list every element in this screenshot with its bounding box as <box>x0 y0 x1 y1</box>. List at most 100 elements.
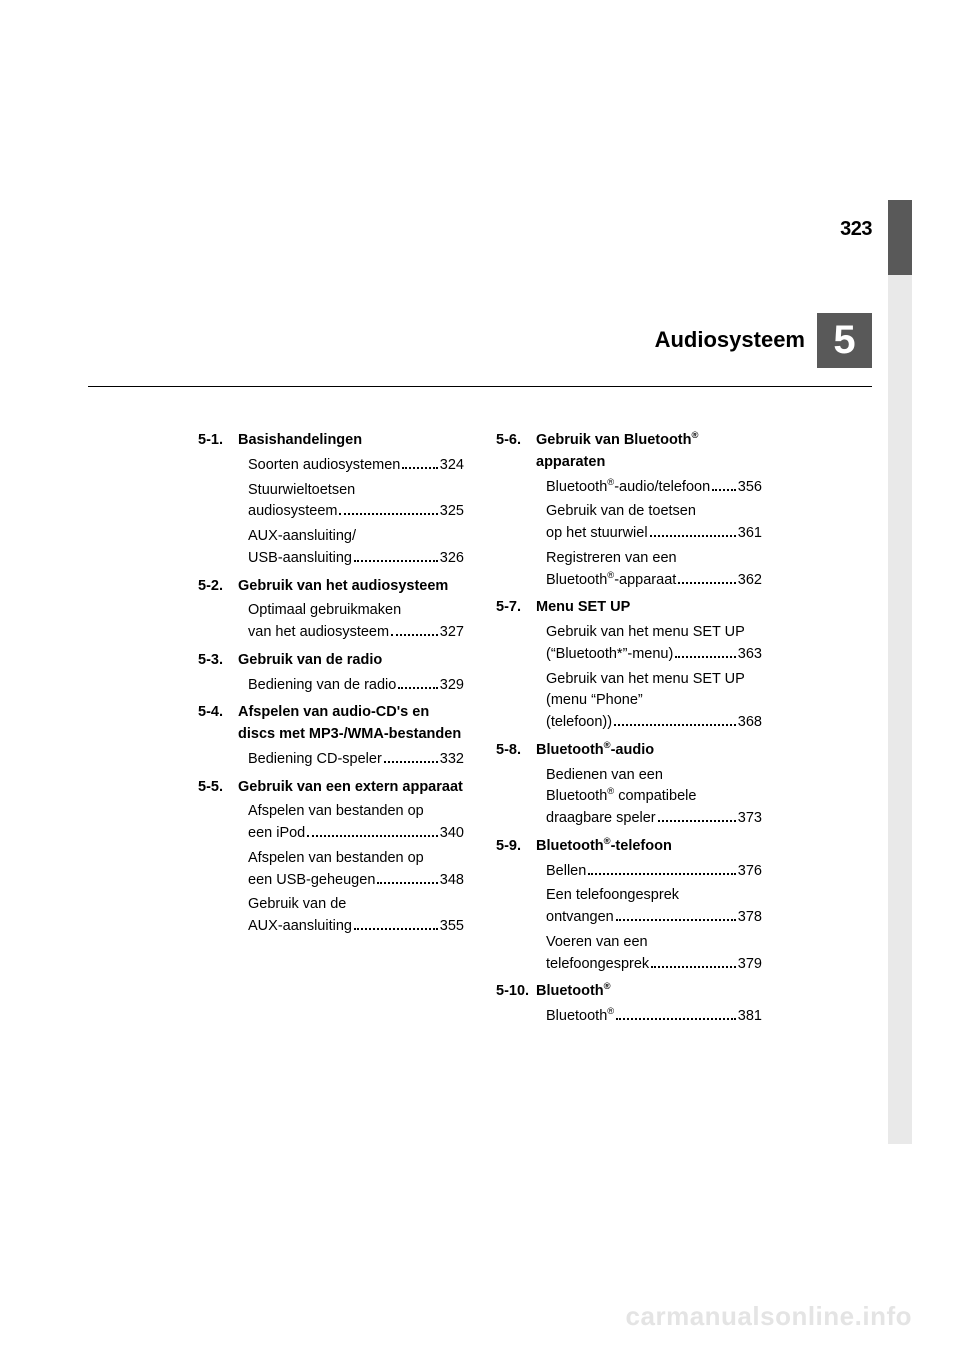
entry-last-line: Soorten audiosystemen324 <box>238 455 464 477</box>
section-title: Gebruik van Bluetooth® apparaten <box>536 430 762 474</box>
entry-line: Afspelen van bestanden op <box>238 801 464 823</box>
section-heading: 5-8.Bluetooth®-audio <box>496 740 762 762</box>
section-title: Afspelen van audio-CD's en discs met MP3… <box>238 702 464 746</box>
entry-line: Gebruik van de <box>238 894 464 916</box>
leader-dots <box>384 753 438 763</box>
toc-entry: Afspelen van bestanden opeen USB-geheuge… <box>238 848 464 892</box>
entry-last-line: (telefoon))368 <box>536 712 762 734</box>
toc-entry: Een telefoongesprekontvangen378 <box>536 885 762 929</box>
toc-entry: Gebruik van deAUX-aansluiting 355 <box>238 894 464 938</box>
toc-entry: Bediening van de radio329 <box>238 675 464 697</box>
leader-dots <box>391 626 438 636</box>
toc-entry: Registreren van eenBluetooth®-apparaat36… <box>536 548 762 592</box>
leader-dots <box>354 920 438 930</box>
toc-entry: Soorten audiosystemen324 <box>238 455 464 477</box>
toc-section: 5-7.Menu SET UP Gebruik van het menu SET … <box>496 597 762 734</box>
header-divider <box>88 386 872 387</box>
entry-line: Optimaal gebruikmaken <box>238 600 464 622</box>
leader-dots <box>675 648 735 658</box>
section-number: 5-2. <box>198 576 238 598</box>
entry-last-line: (“Bluetooth*”-menu)363 <box>536 644 762 666</box>
entry-last-line: draagbare speler373 <box>536 808 762 830</box>
entry-text: (“Bluetooth*”-menu) <box>546 644 673 666</box>
toc-entry: AUX-aansluiting/USB-aansluiting326 <box>238 526 464 570</box>
section-number: 5-1. <box>198 430 238 452</box>
toc-section: 5-2.Gebruik van het audiosysteemOptimaal… <box>198 576 464 644</box>
section-heading: 5-3.Gebruik van de radio <box>198 650 464 672</box>
entry-text: op het stuurwiel <box>546 523 648 545</box>
entry-line: AUX-aansluiting/ <box>238 526 464 548</box>
section-number: 5-6. <box>496 430 536 474</box>
leader-dots <box>616 1010 736 1020</box>
entry-page: 361 <box>738 523 762 545</box>
entry-text: van het audiosysteem <box>248 622 389 644</box>
toc-entry: Gebruik van het menu SET UP(“Bluetooth*”… <box>536 622 762 666</box>
entry-page: 324 <box>440 455 464 477</box>
entry-page: 356 <box>738 477 762 499</box>
entry-page: 355 <box>440 916 464 938</box>
section-number: 5-10. <box>496 981 536 1003</box>
toc-entry: Voeren van eentelefoongesprek379 <box>536 932 762 976</box>
section-title: Basishandelingen <box>238 430 464 452</box>
entry-last-line: Bediening van de radio329 <box>238 675 464 697</box>
toc-section: 5-9.Bluetooth®-telefoonBellen376Een tele… <box>496 836 762 976</box>
entry-last-line: Bluetooth®-audio/telefoon356 <box>536 477 762 499</box>
entry-last-line: een USB-geheugen348 <box>238 870 464 892</box>
entry-page: 326 <box>440 548 464 570</box>
entry-page: 379 <box>738 954 762 976</box>
entry-line: Gebruik van het menu SET UP <box>536 622 762 644</box>
entry-line: Stuurwieltoetsen <box>238 480 464 502</box>
section-heading: 5-10.Bluetooth® <box>496 981 762 1003</box>
entry-last-line: Bluetooth®-apparaat362 <box>536 570 762 592</box>
entry-last-line: van het audiosysteem 327 <box>238 622 464 644</box>
section-heading: 5-7.Menu SET UP <box>496 597 762 619</box>
toc-entry: Stuurwieltoetsenaudiosysteem325 <box>238 480 464 524</box>
entry-line: (menu “Phone” <box>536 690 762 712</box>
toc-left-column: 5-1.Basishandelingen Soorten audiosysteme… <box>198 430 464 1034</box>
toc-entry: Bedienen van eenBluetooth® compatibeledr… <box>536 765 762 830</box>
entry-page: 348 <box>440 870 464 892</box>
leader-dots <box>658 812 736 822</box>
leader-dots <box>377 873 437 883</box>
section-number: 5-7. <box>496 597 536 619</box>
entry-line: Afspelen van bestanden op <box>238 848 464 870</box>
section-number: 5-4. <box>198 702 238 746</box>
section-heading: 5-6.Gebruik van Bluetooth® apparaten <box>496 430 762 474</box>
section-title: Gebruik van het audiosysteem <box>238 576 464 598</box>
section-heading: 5-1.Basishandelingen <box>198 430 464 452</box>
entry-line: Gebruik van het menu SET UP <box>536 669 762 691</box>
leader-dots <box>614 716 736 726</box>
toc-section: 5-3.Gebruik van de radio Bediening van de… <box>198 650 464 697</box>
section-heading: 5-5.Gebruik van een extern apparaat <box>198 777 464 799</box>
entry-last-line: AUX-aansluiting 355 <box>238 916 464 938</box>
section-title: Menu SET UP <box>536 597 762 619</box>
section-title: Gebruik van de radio <box>238 650 464 672</box>
manual-page: 323 Audiosysteem 5 5-1.Basishandelingen S… <box>0 0 960 1358</box>
entry-page: 327 <box>440 622 464 644</box>
page-number: 323 <box>840 218 872 241</box>
side-tab-active <box>888 200 912 275</box>
entry-text: een iPod <box>248 823 305 845</box>
toc-section: 5-1.Basishandelingen Soorten audiosysteme… <box>198 430 464 570</box>
entry-text: ontvangen <box>546 907 614 929</box>
toc-entry: Afspelen van bestanden opeen iPod340 <box>238 801 464 845</box>
entry-page: 325 <box>440 501 464 523</box>
side-tab-background <box>888 200 912 1144</box>
toc-section: 5-5.Gebruik van een extern apparaatAfspe… <box>198 777 464 938</box>
entry-page: 376 <box>738 861 762 883</box>
entry-line: Een telefoongesprek <box>536 885 762 907</box>
entry-page: 381 <box>738 1006 762 1028</box>
watermark: carmanualsonline.info <box>626 1301 912 1332</box>
chapter-header: Audiosysteem 5 <box>135 311 872 369</box>
toc-columns: 5-1.Basishandelingen Soorten audiosysteme… <box>198 430 762 1034</box>
entry-text: telefoongesprek <box>546 954 649 976</box>
entry-page: 362 <box>738 570 762 592</box>
leader-dots <box>588 864 735 874</box>
section-title: Bluetooth® <box>536 981 762 1003</box>
leader-dots <box>398 678 437 688</box>
entry-text: AUX-aansluiting <box>248 916 352 938</box>
section-number: 5-5. <box>198 777 238 799</box>
toc-entry: Bluetooth®381 <box>536 1006 762 1028</box>
entry-text: Bellen <box>546 861 586 883</box>
section-heading: 5-4.Afspelen van audio-CD's en discs met… <box>198 702 464 746</box>
